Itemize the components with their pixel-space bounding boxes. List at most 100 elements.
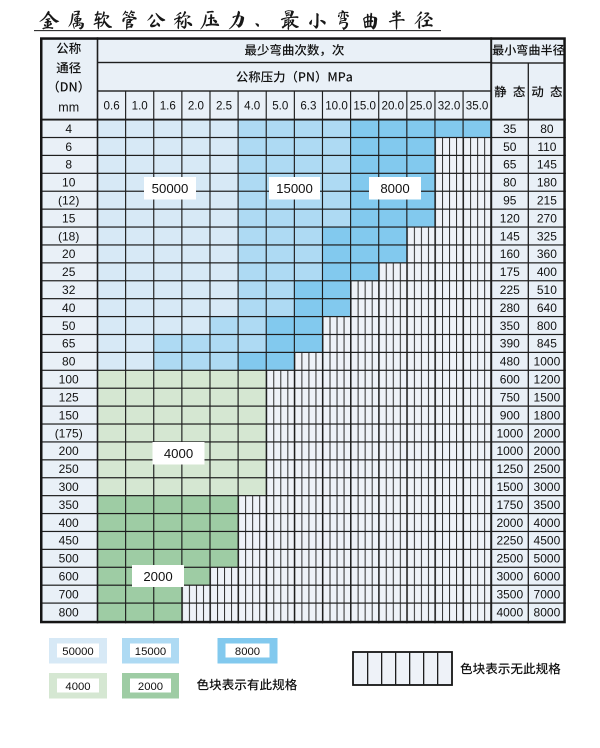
svg-text:800: 800 bbox=[59, 605, 79, 619]
svg-text:180: 180 bbox=[537, 176, 557, 190]
svg-text:50: 50 bbox=[62, 319, 76, 333]
svg-text:5.0: 5.0 bbox=[272, 100, 288, 113]
svg-text:325: 325 bbox=[537, 229, 557, 243]
svg-text:10.0: 10.0 bbox=[325, 100, 348, 113]
svg-text:360: 360 bbox=[537, 247, 557, 261]
svg-text:3000: 3000 bbox=[496, 570, 523, 584]
svg-text:32: 32 bbox=[62, 283, 76, 297]
svg-text:1000: 1000 bbox=[496, 444, 523, 458]
svg-text:800: 800 bbox=[537, 319, 557, 333]
svg-text:7000: 7000 bbox=[534, 587, 561, 601]
svg-text:50: 50 bbox=[503, 140, 517, 154]
svg-text:20.0: 20.0 bbox=[382, 100, 405, 113]
svg-text:280: 280 bbox=[500, 301, 520, 315]
svg-text:1750: 1750 bbox=[496, 498, 523, 512]
svg-text:1000: 1000 bbox=[496, 426, 523, 440]
svg-text:845: 845 bbox=[537, 337, 557, 351]
svg-text:35: 35 bbox=[503, 122, 517, 136]
svg-text:145: 145 bbox=[537, 158, 557, 172]
svg-text:15000: 15000 bbox=[276, 181, 313, 196]
svg-text:8000: 8000 bbox=[534, 605, 561, 619]
svg-text:270: 270 bbox=[537, 211, 557, 225]
svg-text:300: 300 bbox=[59, 480, 79, 494]
svg-text:160: 160 bbox=[500, 247, 520, 261]
svg-text:600: 600 bbox=[500, 373, 520, 387]
svg-text:1800: 1800 bbox=[534, 408, 561, 422]
svg-text:80: 80 bbox=[540, 122, 554, 136]
svg-text:2000: 2000 bbox=[534, 426, 561, 440]
svg-text:500: 500 bbox=[59, 552, 79, 566]
svg-text:15: 15 bbox=[62, 211, 76, 225]
svg-text:0.6: 0.6 bbox=[104, 100, 120, 113]
svg-text:5000: 5000 bbox=[534, 552, 561, 566]
svg-text:8000: 8000 bbox=[235, 646, 260, 658]
svg-text:32.0: 32.0 bbox=[438, 100, 461, 113]
svg-text:3000: 3000 bbox=[534, 480, 561, 494]
svg-text:480: 480 bbox=[500, 355, 520, 369]
svg-text:4: 4 bbox=[65, 122, 72, 136]
svg-text:400: 400 bbox=[59, 516, 79, 530]
svg-text:175: 175 bbox=[500, 265, 520, 279]
svg-text:(12): (12) bbox=[58, 194, 79, 208]
svg-text:4000: 4000 bbox=[534, 516, 561, 530]
svg-text:640: 640 bbox=[537, 301, 557, 315]
svg-text:1500: 1500 bbox=[496, 480, 523, 494]
svg-text:350: 350 bbox=[500, 319, 520, 333]
svg-text:15000: 15000 bbox=[135, 646, 166, 658]
svg-text:215: 215 bbox=[537, 194, 557, 208]
svg-text:4.0: 4.0 bbox=[244, 100, 260, 113]
svg-text:1200: 1200 bbox=[534, 373, 561, 387]
svg-text:(175): (175) bbox=[55, 426, 83, 440]
svg-text:6: 6 bbox=[65, 140, 72, 154]
svg-text:3500: 3500 bbox=[496, 587, 523, 601]
svg-text:2.5: 2.5 bbox=[216, 100, 232, 113]
svg-text:750: 750 bbox=[500, 391, 520, 405]
svg-text:2.0: 2.0 bbox=[188, 100, 204, 113]
svg-text:2000: 2000 bbox=[143, 569, 172, 584]
svg-text:120: 120 bbox=[500, 211, 520, 225]
svg-text:1250: 1250 bbox=[496, 462, 523, 476]
svg-text:390: 390 bbox=[500, 337, 520, 351]
svg-text:6.3: 6.3 bbox=[300, 100, 316, 113]
svg-text:100: 100 bbox=[59, 373, 79, 387]
svg-text:mm: mm bbox=[58, 101, 79, 115]
svg-text:510: 510 bbox=[537, 283, 557, 297]
svg-text:700: 700 bbox=[59, 587, 79, 601]
svg-text:4000: 4000 bbox=[164, 446, 193, 461]
svg-text:65: 65 bbox=[62, 337, 76, 351]
svg-text:450: 450 bbox=[59, 534, 79, 548]
svg-text:900: 900 bbox=[500, 408, 520, 422]
svg-text:145: 145 bbox=[500, 229, 520, 243]
svg-text:25.0: 25.0 bbox=[410, 100, 433, 113]
svg-text:150: 150 bbox=[59, 408, 79, 422]
svg-text:8000: 8000 bbox=[380, 181, 409, 196]
svg-text:50000: 50000 bbox=[62, 646, 93, 658]
svg-text:2000: 2000 bbox=[496, 516, 523, 530]
svg-text:400: 400 bbox=[537, 265, 557, 279]
svg-text:1.6: 1.6 bbox=[160, 100, 176, 113]
svg-text:110: 110 bbox=[537, 140, 556, 154]
svg-text:65: 65 bbox=[503, 158, 517, 172]
svg-text:35.0: 35.0 bbox=[466, 100, 489, 113]
svg-text:40: 40 bbox=[62, 301, 76, 315]
svg-text:50000: 50000 bbox=[152, 181, 189, 196]
svg-text:2500: 2500 bbox=[496, 552, 523, 566]
svg-text:25: 25 bbox=[62, 265, 76, 279]
svg-text:250: 250 bbox=[59, 462, 79, 476]
svg-text:600: 600 bbox=[59, 570, 79, 584]
svg-text:4500: 4500 bbox=[534, 534, 561, 548]
svg-text:6000: 6000 bbox=[534, 570, 561, 584]
svg-text:80: 80 bbox=[62, 355, 76, 369]
svg-text:350: 350 bbox=[59, 498, 79, 512]
svg-text:4000: 4000 bbox=[496, 605, 523, 619]
svg-text:1.0: 1.0 bbox=[132, 100, 148, 113]
svg-text:125: 125 bbox=[59, 391, 79, 405]
svg-text:3500: 3500 bbox=[534, 498, 561, 512]
svg-text:1500: 1500 bbox=[534, 391, 561, 405]
svg-text:2000: 2000 bbox=[138, 681, 163, 693]
svg-text:225: 225 bbox=[500, 283, 520, 297]
svg-text:15.0: 15.0 bbox=[353, 100, 376, 113]
svg-text:(18): (18) bbox=[58, 229, 79, 243]
svg-text:4000: 4000 bbox=[65, 681, 90, 693]
svg-text:20: 20 bbox=[62, 247, 76, 261]
